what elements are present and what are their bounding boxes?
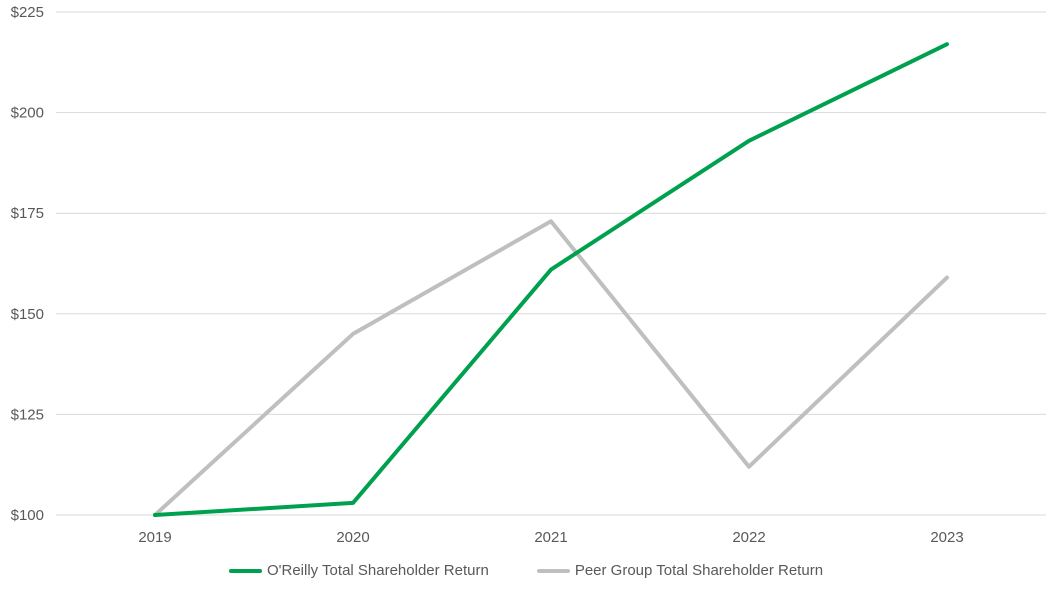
y-axis-tick-label: $150 — [11, 306, 44, 323]
series-line-1 — [153, 219, 949, 517]
y-axis-tick-label: $175 — [11, 205, 44, 222]
x-axis-tick-label: 2022 — [732, 529, 765, 546]
legend-swatch-icon — [536, 568, 570, 573]
y-axis-tick-label: $100 — [11, 507, 44, 524]
legend-item-0: O'Reilly Total Shareholder Return — [228, 562, 489, 579]
legend: O'Reilly Total Shareholder Return Peer Gr… — [0, 562, 1052, 579]
series-line-0 — [153, 42, 949, 517]
y-axis-tick-label: $200 — [11, 105, 44, 122]
x-axis-tick-label: 2021 — [534, 529, 567, 546]
x-axis-tick-label: 2020 — [336, 529, 369, 546]
line-chart: $100 $125 $150 $175 $200 $225 2019 2020 2021 2022… — [11, 4, 1046, 546]
legend-item-1: Peer Group Total Shareholder Return — [536, 562, 824, 579]
legend-swatch-icon — [228, 568, 262, 573]
legend-label: O'Reilly Total Shareholder Return — [266, 562, 489, 579]
y-axis-tick-label: $225 — [11, 4, 44, 21]
x-axis-tick-label: 2023 — [930, 529, 963, 546]
x-axis-tick-label: 2019 — [138, 529, 171, 546]
y-axis-tick-label: $125 — [11, 406, 44, 423]
legend-label: Peer Group Total Shareholder Return — [574, 562, 824, 579]
